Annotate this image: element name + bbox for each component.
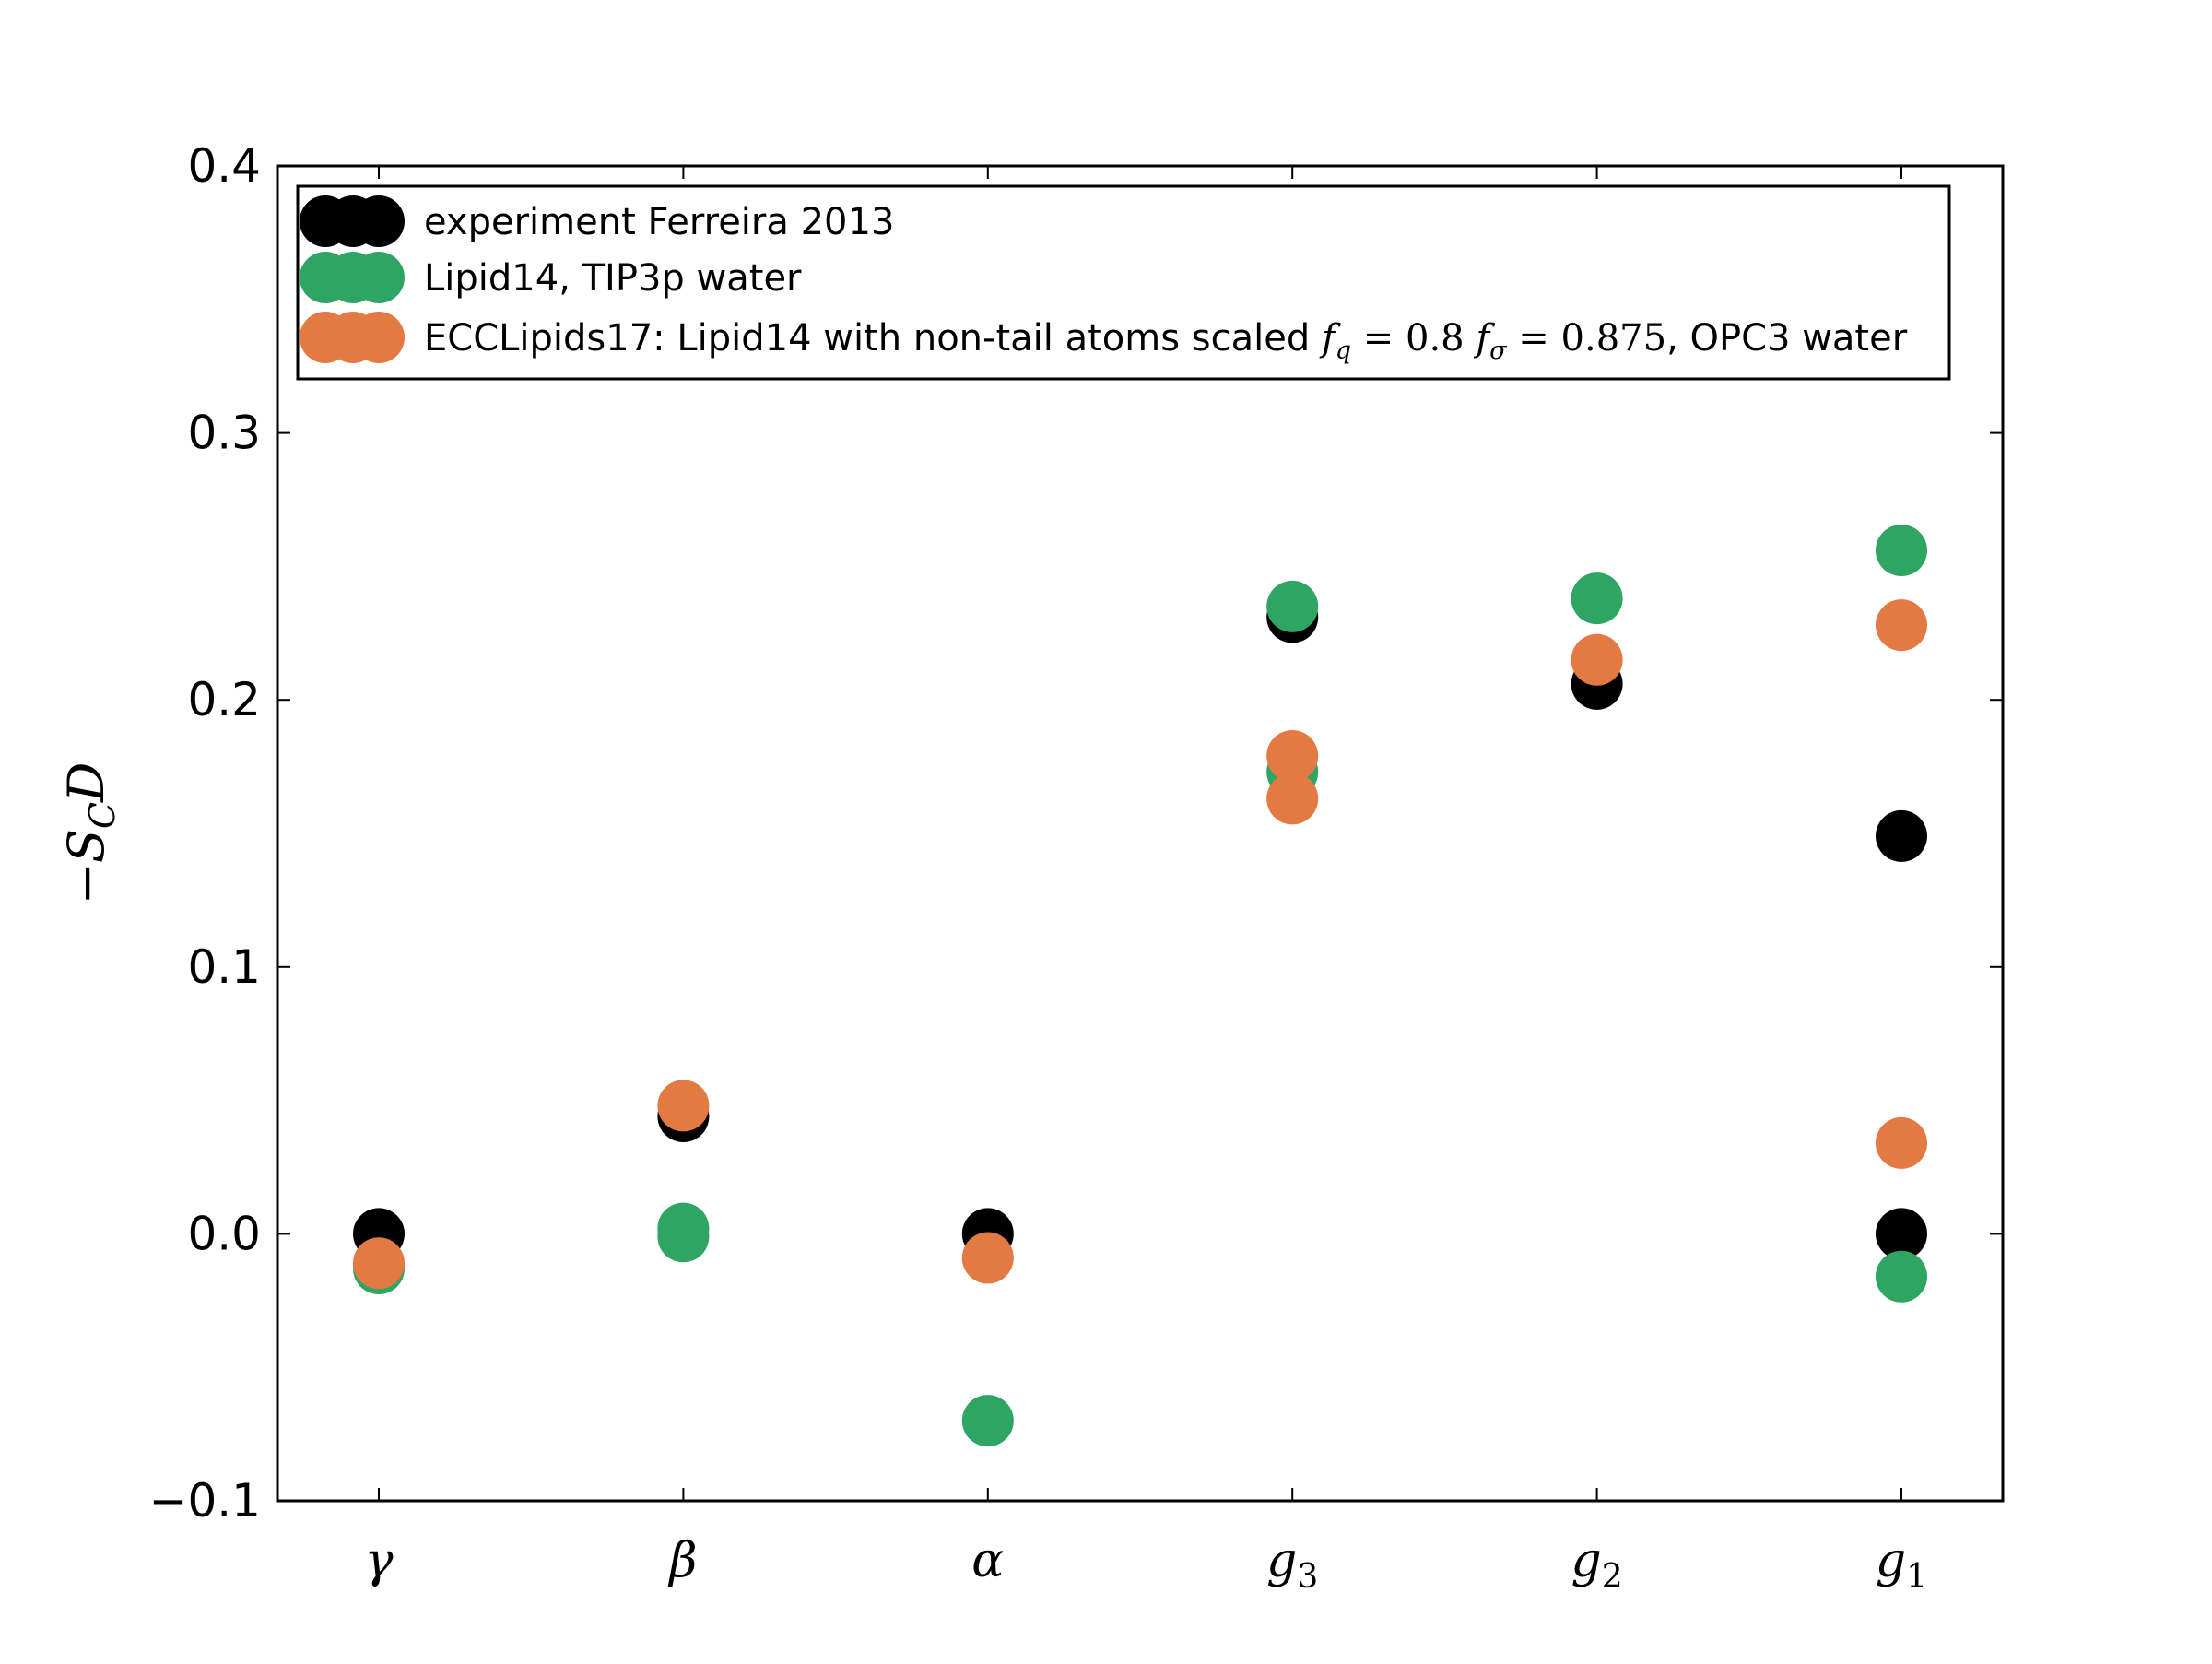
point-s2-1 xyxy=(657,1080,710,1132)
point-s2-7 xyxy=(1876,1116,1927,1169)
ytick-label: 0.3 xyxy=(187,407,261,460)
ytick-label: −0.1 xyxy=(149,1474,261,1528)
point-s2-3 xyxy=(1266,730,1319,783)
point-s1-7 xyxy=(1876,525,1927,577)
point-s0-5 xyxy=(1876,809,1927,862)
legend: experiment Ferreira 2013 Lipid14, TIP3p w… xyxy=(296,184,1951,381)
plot-frame xyxy=(276,164,2005,1503)
legend-box xyxy=(296,184,1951,381)
legend-label-0: experiment Ferreira 2013 xyxy=(424,201,894,243)
point-s2-6 xyxy=(1876,599,1927,652)
xtick-label: β xyxy=(667,1533,697,1588)
point-s2-2 xyxy=(961,1232,1014,1284)
ytick-label: 0.0 xyxy=(187,1207,261,1260)
xtick-label: g2 xyxy=(1571,1533,1622,1596)
xtick-label: γ xyxy=(364,1533,394,1588)
point-s1-3 xyxy=(961,1395,1014,1447)
point-s2-4 xyxy=(1266,773,1319,825)
xtick-label: g3 xyxy=(1266,1533,1318,1596)
legend-marker-1-2 xyxy=(353,252,405,303)
point-s1-6 xyxy=(1571,572,1623,625)
legend-marker-2-2 xyxy=(353,312,405,363)
point-s2-0 xyxy=(353,1237,405,1290)
point-s2-5 xyxy=(1571,633,1623,686)
ytick-label: 0.1 xyxy=(187,940,261,994)
axes-layer: −0.1 0.0 0.1 0.2 0.3 0.4 γ β α g3 g2 g1 −SCD xyxy=(57,139,2005,1596)
y-axis-label: −SCD xyxy=(57,762,123,905)
xtick-label: α xyxy=(971,1533,1004,1588)
point-s1-2 xyxy=(657,1210,710,1263)
legend-label-2: ECCLipids17: Lipid14 with non-tail atoms… xyxy=(424,317,1908,365)
legend-marker-0-2 xyxy=(353,195,405,247)
ytick-label: 0.4 xyxy=(187,139,261,193)
point-s1-8 xyxy=(1876,1250,1927,1303)
point-s0-6 xyxy=(1876,1208,1927,1260)
point-s1-4 xyxy=(1266,580,1319,632)
legend-label-1: Lipid14, TIP3p water xyxy=(424,257,802,300)
marks-layer xyxy=(353,525,1927,1447)
ytick-label: 0.2 xyxy=(187,673,261,726)
xtick-label: g1 xyxy=(1876,1533,1927,1596)
